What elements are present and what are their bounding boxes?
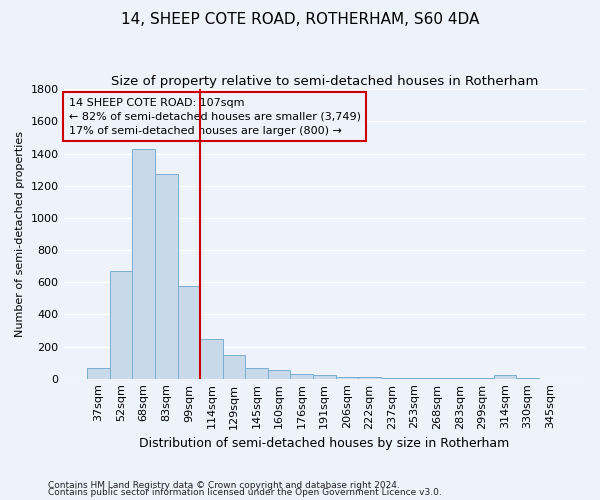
Bar [313, 376, 335, 378]
Text: Contains HM Land Registry data © Crown copyright and database right 2024.: Contains HM Land Registry data © Crown c… [48, 480, 400, 490]
Bar [155, 174, 178, 378]
Text: 14, SHEEP COTE ROAD, ROTHERHAM, S60 4DA: 14, SHEEP COTE ROAD, ROTHERHAM, S60 4DA [121, 12, 479, 28]
Bar [87, 368, 110, 378]
Text: 14 SHEEP COTE ROAD: 107sqm
← 82% of semi-detached houses are smaller (3,749)
17%: 14 SHEEP COTE ROAD: 107sqm ← 82% of semi… [69, 98, 361, 136]
Bar [133, 148, 155, 378]
Bar [290, 374, 313, 378]
Bar [223, 354, 245, 378]
Text: Contains public sector information licensed under the Open Government Licence v3: Contains public sector information licen… [48, 488, 442, 497]
Title: Size of property relative to semi-detached houses in Rotherham: Size of property relative to semi-detach… [110, 75, 538, 88]
Bar [335, 377, 358, 378]
Bar [494, 374, 516, 378]
Bar [110, 271, 133, 378]
Bar [245, 368, 268, 378]
Bar [268, 370, 290, 378]
Bar [200, 340, 223, 378]
X-axis label: Distribution of semi-detached houses by size in Rotherham: Distribution of semi-detached houses by … [139, 437, 509, 450]
Bar [178, 286, 200, 378]
Y-axis label: Number of semi-detached properties: Number of semi-detached properties [15, 131, 25, 337]
